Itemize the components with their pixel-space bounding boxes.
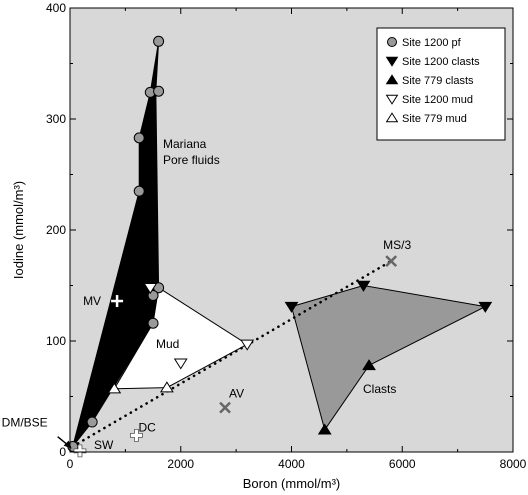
ref-dc-marker <box>130 428 143 442</box>
region-label-clasts: Clasts <box>363 382 396 396</box>
mixing-line <box>71 259 393 448</box>
region-label-line: Clasts <box>363 382 396 396</box>
x-tick-label: 2000 <box>167 457 194 471</box>
legend-label-0: Site 1200 pf <box>402 37 462 49</box>
legend-marker-1 <box>385 56 399 67</box>
ref-sw-label: SW <box>94 438 114 452</box>
ref-dm-bse-label: DM/BSE <box>2 416 48 430</box>
legend-box <box>376 27 506 141</box>
legend-marker-2 <box>385 74 399 85</box>
mixing-line-layer <box>71 259 393 448</box>
legend-label-4: Site 779 mud <box>402 113 467 125</box>
region-clasts <box>290 284 487 431</box>
ref-ms-3-label: MS/3 <box>383 238 411 252</box>
y-tick-label: 400 <box>46 1 66 15</box>
region-label-pore-fluids: Mariana Pore fluids <box>163 137 220 167</box>
region-pore-fluids <box>72 41 160 447</box>
y-tick-label: 300 <box>46 112 66 126</box>
markers-layer <box>67 35 493 452</box>
point-circle-8 <box>86 416 98 428</box>
legend-marker-0 <box>387 37 397 47</box>
legend-label-1: Site 1200 clasts <box>402 56 480 68</box>
legend-marker-4 <box>385 112 399 123</box>
x-tick-label: 4000 <box>278 457 305 471</box>
point-circle-7 <box>147 317 159 329</box>
ref-av-marker-b <box>219 401 231 414</box>
x-tick-label: 0 <box>67 457 74 471</box>
point-circle-0 <box>153 35 165 47</box>
regions-layer <box>72 41 487 447</box>
point-triangle-up-open-0 <box>107 382 122 394</box>
ref-mv-label: MV <box>83 294 101 308</box>
legend-label-2: Site 779 clasts <box>402 75 474 87</box>
reference-points-layer: MV MS/3 AV DC SW DM/BSE <box>2 238 412 458</box>
point-triangle-down-open-1 <box>173 358 188 370</box>
point-triangle-down-filled-0 <box>284 301 299 313</box>
y-tick-label: 100 <box>46 334 66 348</box>
region-label-mud: Mud <box>156 337 179 351</box>
point-circle-4 <box>133 185 145 197</box>
y-axis-title: Iodine (mmol/m³) <box>11 181 26 279</box>
legend-label-3: Site 1200 mud <box>402 94 473 106</box>
x-tick-label: 8000 <box>500 457 527 471</box>
ref-sw-marker <box>73 444 87 458</box>
point-triangle-down-filled-2 <box>478 301 493 313</box>
x-tick-label: 6000 <box>389 457 416 471</box>
region-label-line: Mud <box>156 337 179 351</box>
point-circle-3 <box>133 132 145 144</box>
legend-marker-3 <box>385 94 399 105</box>
point-triangle-up-filled-1 <box>317 423 332 435</box>
ref-dc-label: DC <box>138 420 156 434</box>
axes-layer: 0 2000 4000 6000 8000 0 100 200 300 400 <box>46 1 527 471</box>
ref-av-label: AV <box>229 387 244 401</box>
x-axis-title: Boron (mmol/m³) <box>243 476 341 491</box>
point-triangle-down-filled-1 <box>356 280 371 292</box>
point-triangle-up-filled-0 <box>362 359 376 371</box>
ref-ms-3-marker-b <box>385 255 398 267</box>
region-label-line: Pore fluids <box>163 153 220 167</box>
point-triangle-up-open-1 <box>160 381 174 393</box>
region-labels-layer: Mariana Pore fluids Mud Clasts <box>156 137 396 396</box>
point-circle-2 <box>153 85 165 97</box>
region-mud <box>113 286 249 390</box>
legend: Site 1200 pf Site 1200 clasts Site 779 cla… <box>376 27 506 141</box>
region-label-line: Mariana <box>163 137 207 151</box>
point-triangle-down-open-2 <box>240 339 255 351</box>
y-tick-label: 200 <box>46 223 66 237</box>
point-triangle-down-open-0 <box>143 283 158 295</box>
y-tick-label: 0 <box>59 445 66 459</box>
